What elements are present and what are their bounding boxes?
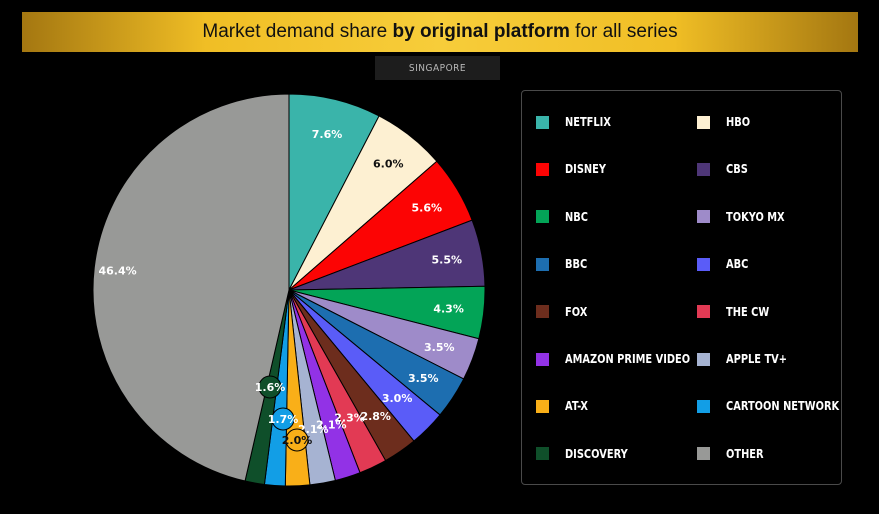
legend-item-the-cw: THE CW	[697, 302, 779, 322]
legend-label: FOX	[565, 304, 588, 319]
legend-swatch	[697, 210, 710, 224]
slice-label-cartoon-network: 1.7%	[268, 413, 299, 426]
legend-label: BBC	[565, 257, 588, 272]
legend-label: APPLE TV+	[726, 352, 788, 366]
legend-item-disney: DISNEY	[536, 159, 615, 179]
legend-label: NETFLIX	[565, 115, 611, 129]
legend-item-abc: ABC	[697, 254, 753, 274]
slice-label-fox: 2.8%	[360, 410, 391, 423]
chart-title-bold: by original platform	[392, 21, 570, 42]
legend-swatch	[697, 162, 710, 176]
legend-item-hbo: HBO	[697, 112, 755, 132]
pie-slice-netflix	[288, 93, 380, 291]
legend-swatch	[536, 210, 549, 224]
legend-swatch	[536, 257, 549, 271]
legend-swatch	[697, 257, 710, 271]
legend-swatch	[536, 162, 549, 176]
legend-item-bbc: BBC	[536, 254, 592, 274]
legend-label: ABC	[726, 257, 749, 272]
slice-label-the-cw: 2.3%	[334, 412, 365, 425]
legend-label: AMAZON PRIME VIDEO	[565, 352, 691, 366]
legend-item-netflix: NETFLIX	[536, 112, 621, 132]
legend-swatch	[697, 305, 710, 319]
legend-item-at-x: AT-X	[536, 396, 593, 416]
slice-label-badge-cartoon-network	[271, 407, 295, 431]
legend-label: OTHER	[726, 446, 764, 461]
legend-swatch	[697, 399, 710, 413]
chart-title-suffix: for all series	[575, 21, 678, 42]
legend-item-other: OTHER	[697, 444, 772, 464]
slice-label-badge-at-x	[285, 428, 309, 452]
slice-label-hbo: 6.0%	[373, 158, 404, 171]
legend-item-discovery: DISCOVERY	[536, 444, 642, 464]
chart-subtitle: SINGAPORE	[375, 56, 500, 80]
slice-label-netflix: 7.6%	[312, 128, 343, 141]
legend-item-nbc: NBC	[536, 207, 593, 227]
legend-label: NBC	[565, 209, 588, 224]
slice-label-abc: 3.0%	[382, 392, 413, 405]
legend-swatch	[536, 352, 549, 366]
slice-label-discovery: 1.6%	[255, 381, 286, 394]
legend-label: CBS	[726, 162, 748, 177]
legend-item-amazon-prime-video: AMAZON PRIME VIDEO	[536, 349, 718, 369]
legend-item-tokyo-mx: TOKYO MX	[697, 207, 798, 227]
legend-item-cbs: CBS	[697, 159, 753, 179]
legend: NETFLIX HBO DISNEY CBS NBC TOKYO MX BBC ABC FOX T…	[521, 90, 842, 485]
legend-label: TOKYO MX	[726, 209, 785, 224]
slice-label-bbc: 3.5%	[408, 372, 439, 385]
legend-swatch	[536, 399, 549, 413]
legend-item-fox: FOX	[536, 302, 592, 322]
slice-label-amazon-prime-video: 2.1%	[316, 419, 347, 432]
legend-swatch	[697, 447, 710, 461]
slice-label-nbc: 4.3%	[433, 303, 464, 316]
legend-swatch	[536, 115, 549, 129]
slice-label-badge-discovery	[258, 375, 282, 399]
legend-label: HBO	[726, 115, 751, 129]
chart-title-prefix: Market demand share	[202, 21, 388, 42]
chart-title-banner: Market demand share by original platform…	[22, 12, 858, 52]
legend-item-cartoon-network: CARTOON NETWORK	[697, 396, 864, 416]
legend-swatch	[536, 305, 549, 319]
legend-label: CARTOON NETWORK	[726, 399, 840, 414]
legend-label: AT-X	[565, 399, 588, 414]
legend-label: DISCOVERY	[565, 446, 628, 461]
legend-label: DISNEY	[565, 162, 606, 177]
legend-label: THE CW	[726, 304, 770, 319]
legend-swatch	[697, 115, 710, 129]
legend-item-apple-tv-: APPLE TV+	[697, 349, 800, 369]
pie-slice-other	[92, 93, 290, 482]
legend-swatch	[536, 447, 549, 461]
slice-label-cbs: 5.5%	[432, 253, 463, 266]
legend-swatch	[697, 352, 710, 366]
slice-label-disney: 5.6%	[412, 201, 443, 214]
slice-label-other: 46.4%	[99, 265, 137, 278]
slice-label-at-x: 2.0%	[282, 434, 313, 447]
slice-label-tokyo-mx: 3.5%	[424, 341, 455, 354]
